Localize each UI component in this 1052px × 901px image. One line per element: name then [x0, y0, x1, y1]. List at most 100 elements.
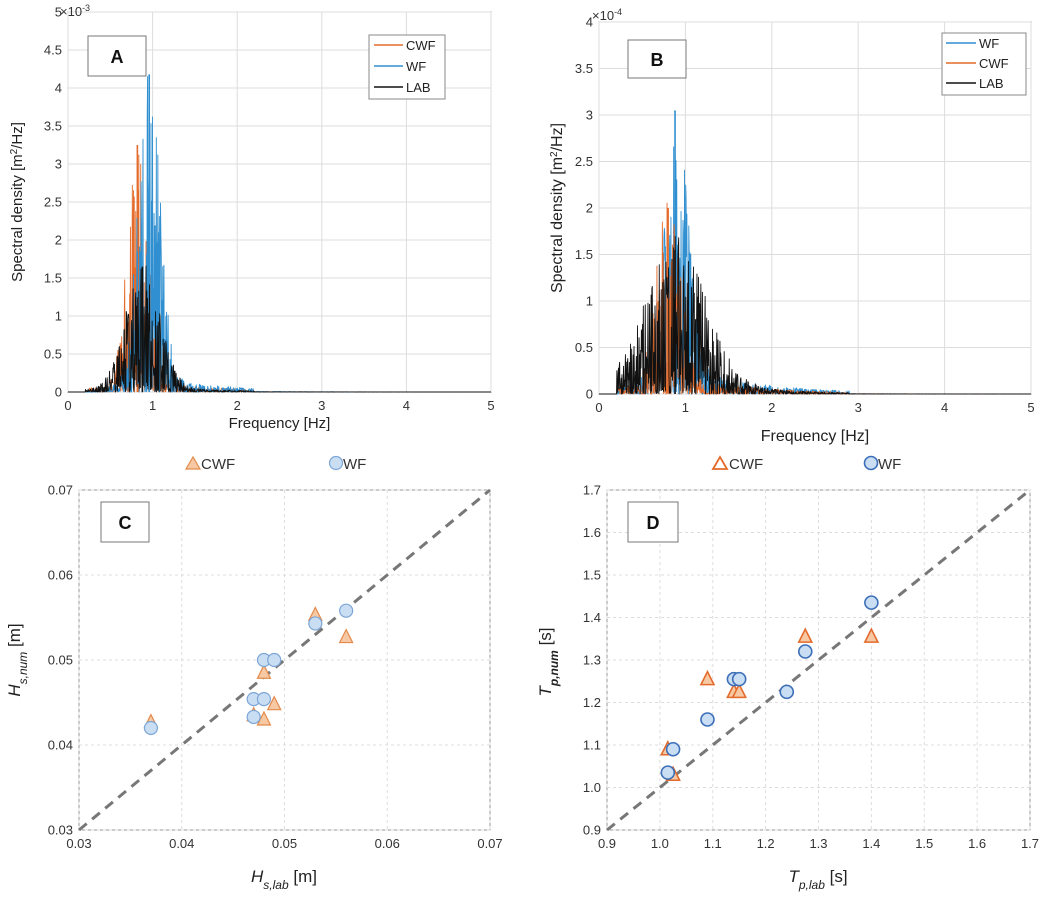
panel-d-xtick-1: 1.0 — [651, 836, 669, 851]
panel-d-ytick-8: 1.7 — [583, 483, 601, 498]
panel-c-xtick-2: 0.05 — [272, 836, 297, 851]
panel-d-xtick-5: 1.4 — [862, 836, 880, 851]
panel-a-ytick-1: 0.5 — [44, 347, 62, 362]
panel-a-ytick-0: 0 — [55, 385, 62, 400]
panel-a-ticks: 0 1 2 3 4 5 0 0.5 1 1.5 2 2.5 3 3.5 4 4.5 5 — [44, 5, 495, 414]
panel-d-xtick-3: 1.2 — [757, 836, 775, 851]
panel-d: 0.9 1.0 1.1 1.2 1.3 1.4 1.5 1.6 1.7 0.9 1.0 1.1 1.2 1… — [536, 483, 1039, 893]
panel-a: 0 1 2 3 4 5 0 0.5 1 1.5 2 2.5 3 3.5 4 4.5 5 Frequency [H… — [9, 3, 495, 432]
panel-d-ylabel: Tp,num [s] — [536, 627, 561, 696]
panel-d-xtick-7: 1.6 — [968, 836, 986, 851]
legend-row-c: CWF WF — [184, 455, 366, 473]
panel-c-xtick-3: 0.06 — [375, 836, 400, 851]
panel-d-xtick-6: 1.5 — [915, 836, 933, 851]
panel-d-point-wf-0 — [660, 765, 676, 780]
panel-a-ytick-7: 3.5 — [44, 119, 62, 134]
panel-d-xtick-8: 1.7 — [1021, 836, 1039, 851]
legend-c-triangle-icon — [184, 455, 202, 470]
panel-c-point-cwf-2 — [256, 710, 272, 726]
panel-d-letter-box — [627, 501, 679, 543]
panel-b-ytick-8: 4 — [586, 15, 593, 30]
panel-c-letter-box — [100, 501, 150, 543]
panel-b-legend-wf: WF — [979, 36, 999, 51]
panel-b-ytick-1: 0.5 — [575, 340, 593, 355]
panel-b: 0 1 2 3 4 5 0 0.5 1 1.5 2 2.5 3 3.5 4 Frequency [Hz] S… — [549, 7, 1035, 445]
legend-d-cwf: CWF — [729, 456, 763, 473]
panel-a-legend-cwf: CWF — [406, 38, 436, 53]
panel-b-legend-lab: LAB — [979, 76, 1004, 91]
panel-b-xtick-0: 0 — [595, 400, 602, 415]
panel-b-xtick-3: 3 — [855, 400, 862, 415]
panel-c-series — [143, 603, 354, 736]
panel-a-ylabel: Spectral density [m2/Hz] — [9, 122, 27, 282]
panel-a-xtick-5: 5 — [487, 398, 494, 413]
panel-d-ytick-4: 1.3 — [583, 653, 601, 668]
panel-b-xlabel: Frequency [Hz] — [761, 428, 869, 445]
panel-c-point-wf-6 — [308, 616, 323, 631]
panel-d-point-wf-5 — [779, 684, 795, 700]
panel-b-ytick-3: 1.5 — [575, 247, 593, 262]
panel-d-ticks: 0.9 1.0 1.1 1.2 1.3 1.4 1.5 1.6 1.7 0.9 1.0 1.1 1.2 1… — [583, 483, 1039, 852]
panel-b-series — [598, 110, 1032, 395]
panel-d-xtick-0: 0.9 — [598, 836, 616, 851]
panel-b-xtick-5: 5 — [1027, 400, 1034, 415]
panel-c-point-wf-7 — [339, 603, 354, 618]
panel-a-letter-box — [87, 35, 147, 77]
panel-a-ytick-6: 3 — [55, 157, 62, 172]
panel-a-legend: CWF WF LAB — [368, 34, 446, 100]
panel-d-point-cwf-4 — [731, 682, 747, 699]
panel-b-exponent: ×10-4 — [592, 7, 622, 23]
panel-b-ytick-6: 3 — [586, 108, 593, 123]
panel-d-reference-line — [606, 488, 1031, 832]
panel-b-letter-box — [627, 39, 687, 79]
panel-b-ticks: 0 1 2 3 4 5 0 0.5 1 1.5 2 2.5 3 3.5 4 — [575, 15, 1035, 416]
panel-a-xtick-3: 3 — [318, 398, 325, 413]
panel-d-ytick-3: 1.2 — [583, 695, 601, 710]
panel-c-reference-line — [78, 488, 491, 832]
panel-c-point-wf-4 — [256, 691, 272, 707]
panel-b-ytick-7: 3.5 — [575, 61, 593, 76]
panel-c-ytick-3: 0.06 — [48, 568, 73, 583]
panel-c-xtick-0: 0.03 — [66, 836, 91, 851]
panel-b-xtick-1: 1 — [682, 400, 689, 415]
panel-d-point-wf-2 — [700, 712, 715, 727]
panel-c-ylabel: Hs,num [m] — [5, 623, 30, 696]
panel-d-ytick-7: 1.6 — [583, 525, 601, 540]
panel-c-ytick-0: 0.03 — [48, 823, 73, 838]
panel-a-series — [67, 74, 492, 393]
panel-b-letter: B — [651, 50, 664, 70]
legend-c-circle-icon — [328, 455, 344, 471]
legend-d-wf: WF — [878, 456, 901, 473]
panel-a-xtick-1: 1 — [149, 398, 156, 413]
panel-c-grid — [78, 489, 491, 831]
legend-d-circle-icon — [863, 455, 879, 471]
panel-a-xtick-2: 2 — [234, 398, 241, 413]
panel-d-point-wf-6 — [797, 644, 813, 659]
panel-d-point-wf-1 — [665, 741, 681, 757]
panel-d-ytick-2: 1.1 — [583, 738, 601, 753]
panel-d-point-cwf-2 — [699, 669, 716, 686]
panel-d-ytick-6: 1.5 — [583, 568, 601, 583]
panel-c-xtick-1: 0.04 — [169, 836, 194, 851]
panel-a-ytick-9: 4.5 — [44, 43, 62, 58]
panel-c-xtick-4: 0.07 — [477, 836, 502, 851]
panel-a-exponent: ×10-3 — [60, 3, 90, 19]
panel-d-xlabel: Tp,lab [s] — [788, 867, 847, 892]
panel-d-xtick-4: 1.3 — [809, 836, 827, 851]
panel-c-letter: C — [119, 513, 132, 533]
panel-b-ytick-5: 2.5 — [575, 154, 593, 169]
panel-d-grid — [606, 489, 1031, 831]
panel-c-ytick-1: 0.04 — [48, 738, 73, 753]
panel-d-ytick-0: 0.9 — [583, 823, 601, 838]
panel-b-xtick-4: 4 — [941, 400, 948, 415]
panel-c-point-wf-0 — [143, 720, 159, 736]
panel-c-point-wf-5 — [267, 652, 282, 668]
panel-b-ylabel: Spectral density [m2/Hz] — [549, 123, 567, 293]
panel-a-ytick-3: 1.5 — [44, 271, 62, 286]
panel-c-ytick-4: 0.07 — [48, 483, 73, 498]
panel-a-xlabel: Frequency [Hz] — [229, 415, 331, 432]
panel-c-one-to-one-line — [78, 488, 491, 832]
legend-row-d: CWF WF — [711, 455, 901, 473]
panel-b-ytick-2: 1 — [586, 294, 593, 309]
